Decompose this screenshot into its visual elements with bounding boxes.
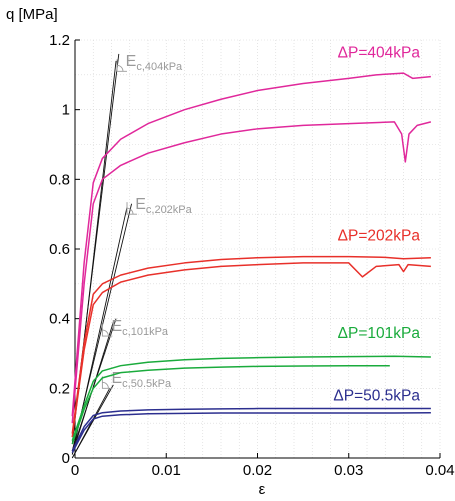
angle-arc-icon: [116, 64, 124, 72]
series-label: ΔP=202kPa: [338, 227, 421, 244]
angle-marker-icon: [101, 376, 113, 389]
angle-arc-icon: [102, 329, 109, 337]
series-line: [71, 72, 431, 417]
modulus-label: Ec,404kPa: [126, 53, 183, 73]
labels: ΔP=404kPa ΔP=202kPa ΔP=101kPa ΔP=50.5kPa: [333, 44, 420, 404]
series-line: [71, 407, 431, 452]
y-tick-label: 1.2: [49, 32, 70, 49]
angle-marker-icon: [101, 324, 113, 337]
modulus-label: Ec,50.5kPa: [112, 370, 172, 390]
angle-arc-icon: [126, 207, 134, 215]
y-tick-label: 0.2: [49, 380, 70, 397]
y-tick-label: 0.8: [49, 171, 70, 188]
series: [71, 72, 432, 454]
x-tick-label: 0.01: [152, 462, 181, 479]
modulus-tangent-line: [71, 388, 111, 459]
series-label: ΔP=404kPa: [338, 44, 421, 61]
y-tick-label: 0: [62, 450, 70, 467]
angle-marker-icon: [126, 202, 138, 215]
x-tick-label: 0.03: [334, 462, 363, 479]
series-line: [71, 255, 431, 434]
series-line: [71, 364, 390, 445]
series-line: [71, 262, 431, 438]
y-tick-label: 0.4: [49, 311, 70, 328]
y-tick-label: 0.6: [49, 241, 70, 258]
modulus-label: Ec,202kPa: [135, 196, 192, 216]
angle-marker-icon: [116, 59, 127, 72]
series-line: [71, 411, 431, 454]
x-tick-label: 0.02: [243, 462, 272, 479]
x-tick-label: 0.04: [425, 462, 454, 479]
x-tick-label: 0: [71, 462, 79, 479]
angle-arc-icon: [102, 381, 109, 389]
series-line: [71, 355, 431, 441]
x-axis-label: ε: [259, 481, 266, 498]
y-axis-label: q [MPa]: [6, 6, 58, 23]
modulus-label: Ec,101kPa: [112, 318, 169, 338]
series-label: ΔP=50.5kPa: [333, 388, 420, 405]
series-label: ΔP=101kPa: [338, 325, 421, 342]
y-tick-label: 1: [62, 102, 70, 119]
series-line: [71, 121, 432, 424]
